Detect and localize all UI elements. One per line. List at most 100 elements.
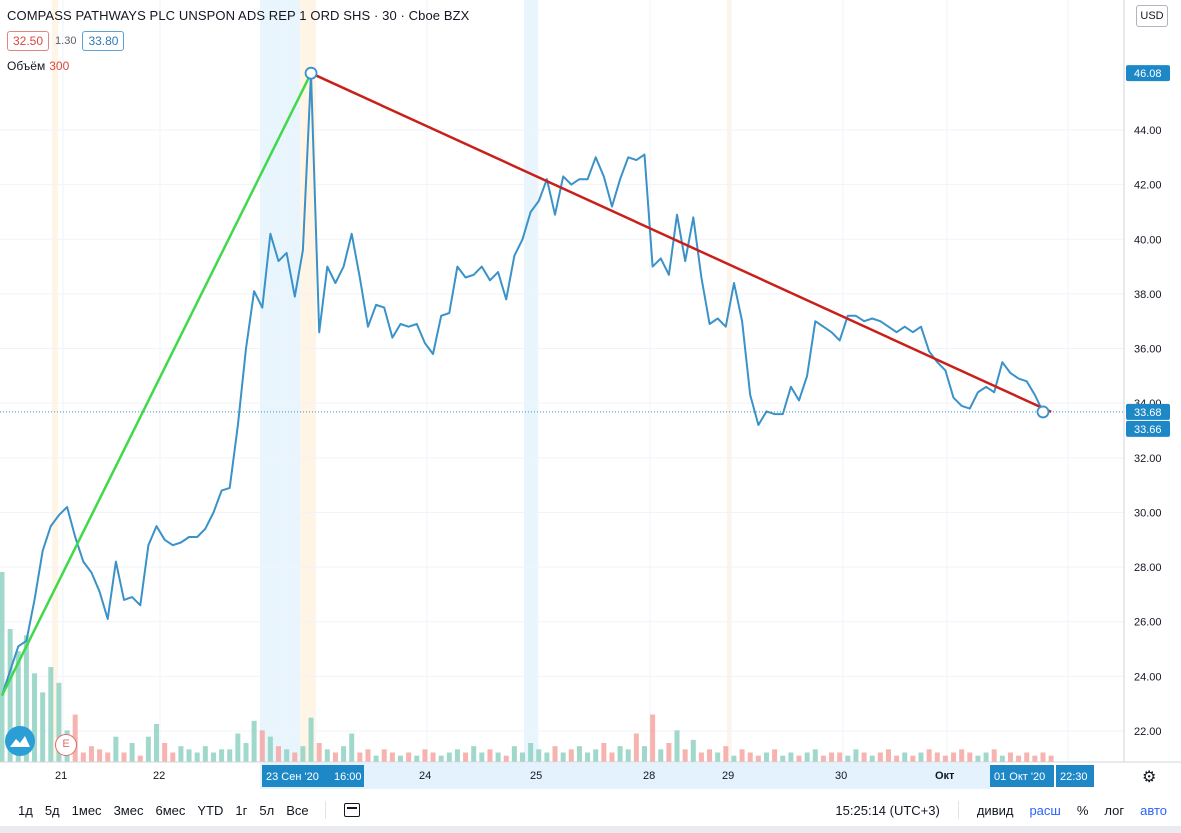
time-axis-label-bg	[262, 765, 330, 787]
time-tick-label: 22	[153, 770, 165, 782]
currency-button[interactable]: USD	[1136, 5, 1168, 27]
volume-bar	[707, 749, 713, 762]
bid-price[interactable]: 32.50	[7, 31, 50, 51]
volume-bar	[585, 752, 591, 762]
volume-bar	[121, 752, 127, 762]
volume-bar	[219, 749, 225, 762]
volume-bar	[625, 749, 631, 762]
timeframe-1d[interactable]: 1д	[18, 802, 33, 818]
volume-bar	[414, 755, 420, 762]
volume-bar	[1007, 752, 1013, 762]
volume-bar	[422, 749, 428, 762]
volume-bar	[967, 752, 973, 762]
volume-bar	[438, 755, 444, 762]
price-axis-label: 33.66	[1134, 424, 1162, 436]
tradingview-logo-icon[interactable]	[5, 726, 35, 756]
volume-legend: Объём 300	[7, 59, 469, 73]
chart-canvas[interactable]: 22.0024.0026.0028.0030.0032.0034.0036.00…	[0, 0, 1181, 795]
volume-bar	[910, 755, 916, 762]
trendline-red[interactable]	[310, 72, 1052, 414]
log-scale-toggle[interactable]: лог	[1104, 802, 1125, 818]
earnings-marker[interactable]: E	[55, 734, 77, 756]
volume-bar	[633, 733, 639, 762]
volume-bar	[869, 755, 875, 762]
volume-bar	[7, 629, 13, 762]
price-tick-label: 28.00	[1134, 562, 1162, 574]
price-tick-label: 36.00	[1134, 344, 1162, 356]
volume-bar	[471, 746, 477, 762]
time-tick-label: 30	[835, 770, 847, 782]
session-band	[52, 0, 58, 762]
volume-bar	[80, 752, 86, 762]
volume-bar	[658, 749, 664, 762]
volume-bar	[520, 752, 525, 762]
volume-bar	[918, 752, 924, 762]
bottom-toolbar: 1д 5д 1мес 3мес 6мес YTD 1г 5л Все 15:25…	[0, 795, 1181, 825]
time-axis-label-bg	[1056, 765, 1094, 787]
settings-gear-icon[interactable]: ⚙	[1142, 769, 1157, 786]
volume-bar	[568, 749, 574, 762]
timeframe-6m[interactable]: 6мес	[155, 802, 186, 818]
volume-bar	[747, 752, 753, 762]
percent-scale-toggle[interactable]: %	[1076, 802, 1089, 818]
volume-bar	[528, 743, 534, 762]
volume-bar	[942, 755, 948, 762]
volume-bar	[292, 752, 298, 762]
volume-bar	[479, 752, 485, 762]
price-axis[interactable]	[1124, 0, 1181, 762]
volume-bar	[999, 755, 1005, 762]
clock-time[interactable]: 15:25:14 (UTC+3)	[835, 802, 940, 818]
timeframe-3m[interactable]: 3мес	[113, 802, 144, 818]
symbol-title[interactable]: COMPASS PATHWAYS PLC UNSPON ADS REP 1 OR…	[7, 8, 470, 23]
timeframe-1m[interactable]: 1мес	[71, 802, 102, 818]
volume-bar	[1024, 752, 1030, 762]
volume-bar	[243, 743, 249, 762]
timeframe-all[interactable]: Все	[286, 802, 309, 818]
dividends-toggle[interactable]: дивид	[976, 802, 1014, 818]
trendline-anchor-handle[interactable]	[304, 66, 318, 80]
timeframe-5y[interactable]: 5л	[259, 802, 275, 818]
volume-bar	[1016, 755, 1022, 762]
volume-bar	[365, 749, 371, 762]
volume-bar	[536, 749, 542, 762]
volume-bar	[877, 752, 883, 762]
ask-price[interactable]: 33.80	[82, 31, 125, 51]
price-tick-label: 22.00	[1134, 726, 1162, 738]
volume-label: Объём	[7, 59, 46, 73]
auto-scale-toggle[interactable]: авто	[1140, 802, 1167, 818]
timeframe-1y[interactable]: 1г	[235, 802, 248, 818]
volume-bar	[934, 752, 940, 762]
extended-hours-toggle[interactable]: расш	[1029, 802, 1061, 818]
price-axis-label: 46.08	[1134, 68, 1162, 80]
volume-bar	[861, 752, 867, 762]
volume-bar	[715, 752, 721, 762]
trendline-green[interactable]	[0, 72, 313, 697]
volume-bar	[202, 746, 208, 762]
volume-bar	[276, 746, 282, 762]
volume-bar	[210, 752, 216, 762]
volume-bar	[357, 752, 363, 762]
price-axis-label-bg	[1126, 65, 1170, 82]
trendline-anchor-handle[interactable]	[1036, 405, 1050, 419]
time-tick-label: 24	[419, 770, 431, 782]
time-axis-label: 01 Окт '20	[994, 771, 1045, 783]
volume-bar	[113, 736, 119, 762]
volume-bar	[32, 673, 38, 762]
volume-bar	[853, 749, 859, 762]
volume-bar	[552, 746, 558, 762]
volume-bar	[617, 746, 623, 762]
volume-bar	[601, 743, 607, 762]
volume-bar	[170, 752, 176, 762]
price-line[interactable]	[1, 72, 1044, 696]
volume-bar	[576, 746, 582, 762]
timeframe-5d[interactable]: 5д	[44, 802, 60, 818]
volume-bar	[820, 755, 826, 762]
volume-bar	[398, 755, 404, 762]
timeframe-ytd[interactable]: YTD	[197, 802, 224, 818]
calendar-range-icon[interactable]	[343, 803, 360, 817]
volume-bar	[560, 752, 566, 762]
price-axis-label: 33.68	[1134, 407, 1162, 419]
volume-bar	[259, 730, 265, 762]
volume-bar	[885, 749, 891, 762]
